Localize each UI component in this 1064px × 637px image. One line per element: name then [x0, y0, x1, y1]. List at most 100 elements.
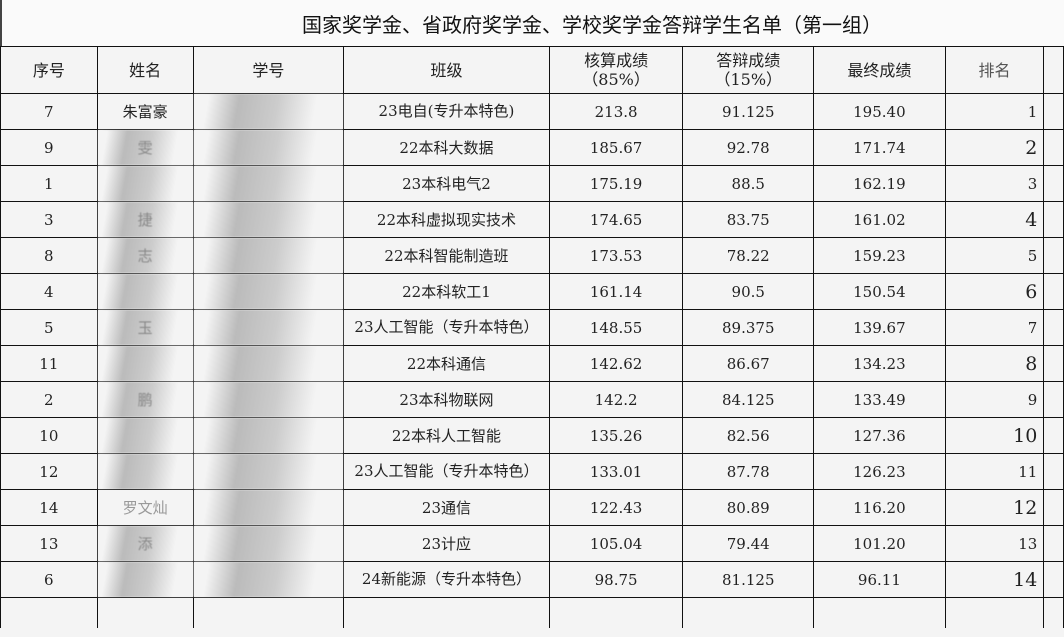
cell-name[interactable]: 添 — [96, 525, 194, 562]
cell-final[interactable]: 150.54 — [813, 273, 946, 310]
header-defense[interactable]: 答辩成绩 （15%） — [682, 46, 815, 94]
cell-final[interactable]: 195.40 — [813, 93, 946, 130]
cell-calc[interactable]: 148.55 — [548, 309, 684, 346]
cell-name[interactable] — [96, 453, 194, 490]
cell[interactable] — [1043, 165, 1064, 202]
cell-rank[interactable]: 4 — [944, 201, 1045, 238]
cell-id-redacted[interactable] — [192, 201, 345, 238]
cell[interactable] — [1043, 453, 1064, 490]
cell-calc[interactable]: 135.26 — [548, 417, 684, 454]
cell-calc[interactable]: 142.62 — [548, 345, 684, 382]
cell-final[interactable]: 133.49 — [813, 381, 946, 418]
cell-calc[interactable]: 142.2 — [548, 381, 684, 418]
cell-defense[interactable]: 89.375 — [682, 309, 815, 346]
cell-name[interactable] — [96, 273, 194, 310]
cell-class[interactable]: 23计应 — [343, 525, 550, 562]
header-calc[interactable]: 核算成绩 （85%） — [548, 46, 684, 94]
cell-id-redacted[interactable] — [192, 489, 345, 526]
cell-id-redacted[interactable] — [192, 417, 345, 454]
cell[interactable] — [1043, 309, 1064, 346]
cell-no[interactable]: 7 — [0, 93, 98, 130]
cell-calc[interactable]: 213.8 — [548, 93, 684, 130]
cell-calc[interactable]: 122.43 — [548, 489, 684, 526]
cell[interactable] — [0, 597, 98, 628]
cell-name[interactable] — [96, 345, 194, 382]
cell-final[interactable]: 134.23 — [813, 345, 946, 382]
cell-class[interactable]: 22本科软工1 — [343, 273, 550, 310]
cell-rank[interactable]: 9 — [944, 381, 1045, 418]
cell-name[interactable]: 捷 — [96, 201, 194, 238]
cell-defense[interactable]: 83.75 — [682, 201, 815, 238]
cell-final[interactable]: 126.23 — [813, 453, 946, 490]
cell-no[interactable]: 13 — [0, 525, 98, 562]
cell-defense[interactable]: 82.56 — [682, 417, 815, 454]
cell-defense[interactable]: 80.89 — [682, 489, 815, 526]
cell-no[interactable]: 3 — [0, 201, 98, 238]
cell-name[interactable]: 罗文灿 — [96, 489, 194, 526]
cell[interactable] — [1043, 237, 1064, 274]
cell[interactable] — [1043, 273, 1064, 310]
header-class[interactable]: 班级 — [343, 46, 550, 94]
cell-id-redacted[interactable] — [192, 309, 345, 346]
cell-class[interactable]: 22本科通信 — [343, 345, 550, 382]
cell-class[interactable]: 23本科物联网 — [343, 381, 550, 418]
cell-id-redacted[interactable] — [192, 381, 345, 418]
cell-no[interactable]: 14 — [0, 489, 98, 526]
cell-calc[interactable]: 185.67 — [548, 129, 684, 166]
cell-name[interactable]: 朱富豪 — [96, 93, 194, 130]
cell-final[interactable]: 101.20 — [813, 525, 946, 562]
cell-rank[interactable]: 6 — [944, 273, 1045, 310]
cell-id-redacted[interactable] — [192, 525, 345, 562]
cell[interactable] — [813, 597, 946, 628]
cell-id-redacted[interactable] — [192, 129, 345, 166]
cell-class[interactable]: 22本科人工智能 — [343, 417, 550, 454]
header-no[interactable]: 序号 — [0, 46, 98, 94]
cell-defense[interactable]: 86.67 — [682, 345, 815, 382]
cell-final[interactable]: 96.11 — [813, 561, 946, 598]
cell[interactable] — [1043, 489, 1064, 526]
cell-rank[interactable]: 13 — [944, 525, 1045, 562]
cell-final[interactable]: 159.23 — [813, 237, 946, 274]
cell[interactable] — [343, 597, 550, 628]
cell-class[interactable]: 23本科电气2 — [343, 165, 550, 202]
cell-calc[interactable]: 175.19 — [548, 165, 684, 202]
cell-rank[interactable]: 7 — [944, 309, 1045, 346]
cell-calc[interactable]: 98.75 — [548, 561, 684, 598]
cell-final[interactable]: 162.19 — [813, 165, 946, 202]
cell-name[interactable] — [96, 165, 194, 202]
cell-id-redacted[interactable] — [192, 453, 345, 490]
cell[interactable] — [1043, 417, 1064, 454]
cell[interactable] — [1043, 345, 1064, 382]
cell-class[interactable]: 22本科大数据 — [343, 129, 550, 166]
cell-rank[interactable]: 14 — [944, 561, 1045, 598]
cell-no[interactable]: 2 — [0, 381, 98, 418]
cell-calc[interactable]: 105.04 — [548, 525, 684, 562]
header-final[interactable]: 最终成绩 — [813, 46, 946, 94]
cell[interactable] — [192, 597, 345, 628]
cell-class[interactable]: 23通信 — [343, 489, 550, 526]
cell[interactable] — [1043, 561, 1064, 598]
cell-rank[interactable]: 11 — [944, 453, 1045, 490]
cell-no[interactable]: 9 — [0, 129, 98, 166]
cell-defense[interactable]: 90.5 — [682, 273, 815, 310]
cell-rank[interactable]: 12 — [944, 489, 1045, 526]
cell-defense[interactable]: 81.125 — [682, 561, 815, 598]
extra-col[interactable] — [1043, 46, 1064, 94]
cell-no[interactable]: 10 — [0, 417, 98, 454]
cell-no[interactable]: 6 — [0, 561, 98, 598]
cell-id-redacted[interactable] — [192, 93, 345, 130]
cell-no[interactable]: 12 — [0, 453, 98, 490]
cell-id-redacted[interactable] — [192, 237, 345, 274]
cell-class[interactable]: 22本科虚拟现实技术 — [343, 201, 550, 238]
cell-calc[interactable]: 173.53 — [548, 237, 684, 274]
header-name[interactable]: 姓名 — [96, 46, 194, 94]
cell-calc[interactable]: 174.65 — [548, 201, 684, 238]
cell-class[interactable]: 23电自(专升本特色) — [343, 93, 550, 130]
header-id[interactable]: 学号 — [192, 46, 345, 94]
cell-no[interactable]: 4 — [0, 273, 98, 310]
cell-calc[interactable]: 161.14 — [548, 273, 684, 310]
header-rank[interactable]: 排名 — [944, 46, 1045, 94]
cell-defense[interactable]: 92.78 — [682, 129, 815, 166]
cell[interactable] — [944, 597, 1045, 628]
cell-final[interactable]: 161.02 — [813, 201, 946, 238]
